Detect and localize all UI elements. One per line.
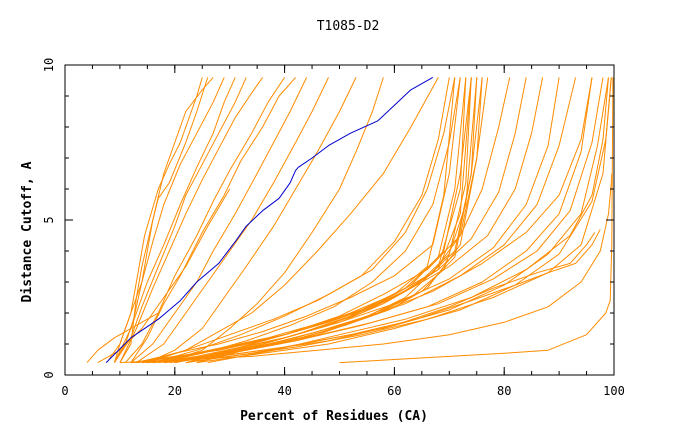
series-line-20 — [130, 77, 456, 364]
series-line-39 — [207, 77, 609, 364]
series-line-6 — [113, 77, 247, 363]
highlighted-series-line — [105, 76, 434, 363]
series-line-7 — [119, 77, 264, 363]
series-line-38 — [185, 77, 609, 364]
series-line-13 — [163, 77, 384, 364]
series-line-4 — [108, 77, 225, 360]
series-line-29 — [152, 77, 472, 364]
series-line-30 — [174, 77, 511, 364]
x-tick-label: 80 — [497, 384, 511, 398]
x-tick-label: 0 — [61, 384, 68, 398]
series-line-12 — [147, 77, 357, 364]
series-line-10 — [130, 77, 308, 363]
series-line-41 — [163, 77, 612, 364]
series-line-1 — [113, 77, 203, 363]
series-line-36 — [174, 77, 604, 364]
series-group — [86, 76, 614, 364]
x-tick-label: 100 — [603, 384, 625, 398]
series-line-44 — [119, 173, 613, 364]
x-tick-label: 20 — [168, 384, 182, 398]
y-tick-label: 0 — [42, 371, 56, 378]
series-line-5 — [113, 77, 236, 363]
plot-frame — [64, 64, 615, 376]
chart-title: T1085-D2 — [317, 19, 380, 34]
series-line-8 — [125, 77, 286, 363]
series-line-37 — [163, 77, 593, 364]
y-tick-label: 5 — [42, 216, 56, 223]
series-line-40 — [196, 77, 612, 364]
x-tick-label: 40 — [277, 384, 291, 398]
series-line-33 — [174, 77, 560, 364]
x-tick-label: 60 — [387, 384, 401, 398]
series-line-35 — [196, 77, 593, 364]
series-line-19 — [147, 77, 467, 364]
series-line-26 — [147, 77, 478, 364]
series-line-14 — [147, 77, 439, 364]
series-line-32 — [196, 77, 544, 364]
series-line-45 — [339, 77, 614, 364]
series-line-11 — [136, 77, 329, 364]
series-line-43 — [152, 229, 601, 364]
x-axis-label: Percent of Residues (CA) — [240, 409, 428, 424]
y-tick-label: 10 — [42, 58, 56, 72]
series-line-47 — [97, 188, 231, 364]
series-line-16 — [141, 77, 450, 364]
y-axis-label: Distance Cutoff, A — [20, 161, 35, 302]
series-line-25 — [169, 77, 483, 364]
